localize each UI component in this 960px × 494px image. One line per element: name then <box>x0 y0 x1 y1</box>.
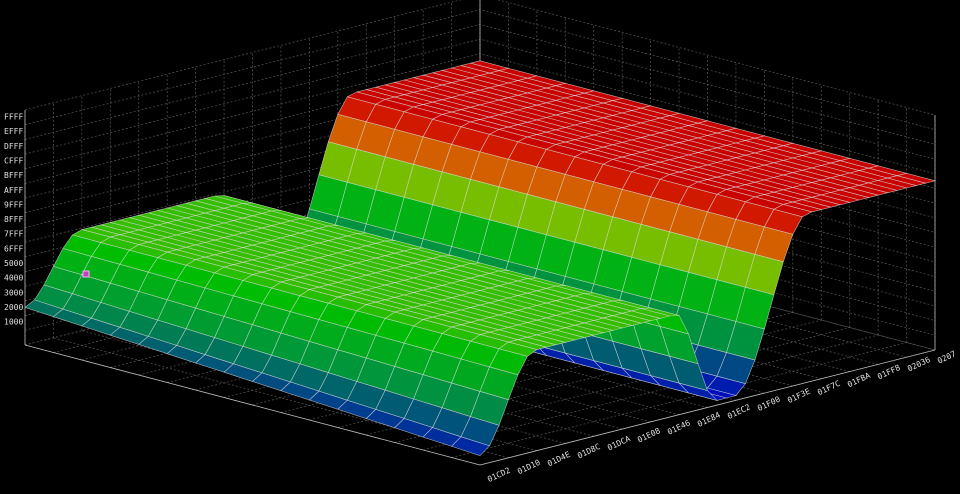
floor-grid-line <box>53 337 509 459</box>
z-tick-label: 5000 <box>4 259 23 268</box>
z-tick-label: CFFF <box>4 156 23 165</box>
z-tick-label: 2000 <box>4 303 23 312</box>
z-tick-label: 7FFF <box>4 230 23 239</box>
z-tick-label: EFFF <box>4 127 23 136</box>
surface-cell <box>451 436 491 456</box>
z-tick-label: 9FFF <box>4 200 23 209</box>
z-tick-label: BFFF <box>4 171 23 180</box>
z-tick-label: 4000 <box>4 274 23 283</box>
z-tick-label: 3000 <box>4 288 23 297</box>
z-tick-label: DFFF <box>4 142 23 151</box>
z-tick-label: AFFF <box>4 186 23 195</box>
z-tick-label: FFFF <box>4 113 23 122</box>
axis-edge <box>479 349 936 466</box>
z-tick-label: 8FFF <box>4 215 23 224</box>
surface-mesh <box>24 60 937 456</box>
z-tick-label: 1000 <box>4 318 23 327</box>
z-tick-label: 6FFF <box>4 244 23 253</box>
axis-edge <box>24 344 481 466</box>
wall-grid-line <box>24 0 936 116</box>
cursor-marker <box>82 270 90 278</box>
